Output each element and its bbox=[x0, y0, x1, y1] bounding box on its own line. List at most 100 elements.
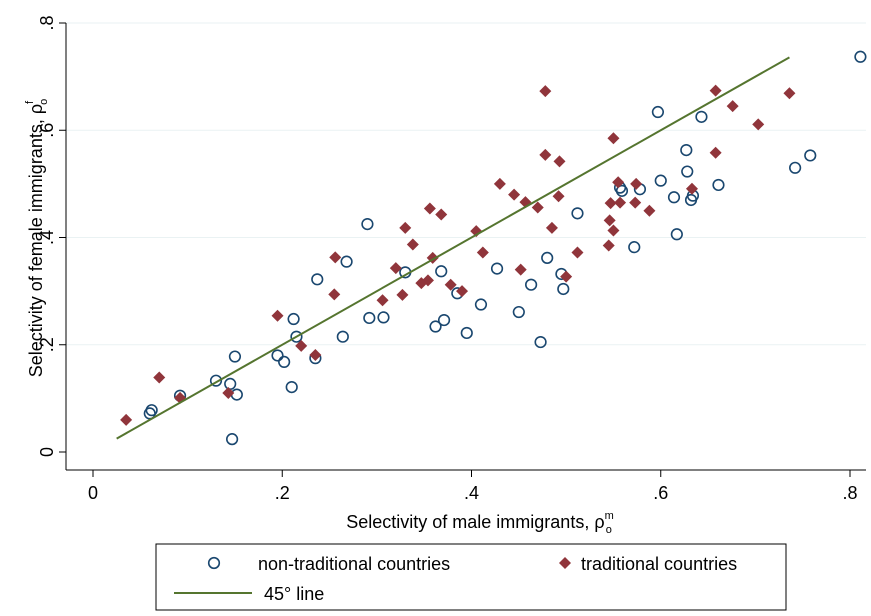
point-traditional bbox=[614, 196, 627, 209]
point-non-traditional bbox=[525, 278, 538, 291]
point-traditional bbox=[456, 285, 469, 298]
point-traditional bbox=[153, 371, 166, 384]
point-traditional bbox=[783, 87, 796, 100]
y-axis-label-text: Selectivity of female immigrants, ρ bbox=[26, 104, 46, 377]
point-traditional bbox=[508, 188, 521, 201]
point-traditional bbox=[602, 239, 615, 252]
legend-box bbox=[155, 543, 787, 611]
point-non-traditional bbox=[670, 228, 683, 241]
legend: non-traditional countries traditional co… bbox=[155, 543, 787, 611]
point-traditional bbox=[607, 224, 620, 237]
point-non-traditional bbox=[680, 143, 693, 157]
point-non-traditional bbox=[541, 251, 554, 264]
point-traditional bbox=[493, 177, 506, 190]
legend-marker-traditional bbox=[559, 557, 571, 569]
point-non-traditional bbox=[363, 311, 376, 325]
point-non-traditional bbox=[651, 105, 665, 119]
y-tick-label: .4 bbox=[37, 230, 57, 245]
point-traditional bbox=[709, 84, 722, 97]
point-traditional bbox=[531, 201, 544, 214]
x-tick-label: .2 bbox=[275, 483, 290, 503]
y-tick-label: 0 bbox=[37, 447, 57, 457]
line-45-degree bbox=[116, 56, 790, 440]
point-traditional bbox=[539, 85, 552, 98]
point-non-traditional bbox=[437, 313, 451, 327]
point-non-traditional bbox=[225, 433, 239, 446]
axes: 0 .2 .4 .6 .8 0 .2 .4 .6 .8 bbox=[37, 15, 866, 503]
point-non-traditional bbox=[435, 265, 448, 278]
point-traditional bbox=[406, 238, 419, 251]
x-axis-label: Selectivity of male immigrants, ρm o bbox=[346, 510, 613, 536]
point-traditional bbox=[752, 118, 765, 131]
point-traditional bbox=[603, 214, 616, 227]
point-traditional bbox=[444, 278, 457, 291]
point-non-traditional bbox=[145, 404, 158, 417]
x-tick-label: .8 bbox=[842, 483, 857, 503]
legend-marker-non-traditional bbox=[207, 556, 221, 570]
point-non-traditional bbox=[287, 312, 300, 326]
y-tick-label: .8 bbox=[37, 15, 57, 30]
point-non-traditional bbox=[336, 330, 349, 343]
x-tick-label: .4 bbox=[464, 483, 479, 503]
y-tick-label: .6 bbox=[37, 123, 57, 138]
point-traditional bbox=[423, 202, 436, 215]
x-tick-label: .6 bbox=[653, 483, 668, 503]
point-non-traditional bbox=[667, 191, 681, 204]
point-traditional bbox=[726, 100, 739, 113]
point-non-traditional bbox=[557, 282, 570, 296]
y-axis-label: Selectivity of female immigrants, ρf o bbox=[24, 99, 50, 378]
point-non-traditional bbox=[571, 207, 584, 220]
point-traditional bbox=[389, 262, 402, 275]
point-non-traditional bbox=[615, 184, 629, 197]
point-traditional bbox=[604, 197, 617, 210]
point-non-traditional bbox=[490, 262, 504, 275]
point-non-traditional bbox=[290, 330, 303, 343]
point-traditional bbox=[552, 190, 565, 203]
point-traditional bbox=[514, 263, 527, 276]
point-traditional bbox=[612, 176, 625, 189]
point-traditional bbox=[222, 387, 235, 400]
x-axis-label-sub: o bbox=[606, 524, 612, 536]
point-non-traditional bbox=[628, 241, 641, 254]
point-non-traditional bbox=[695, 110, 708, 123]
point-non-traditional bbox=[209, 374, 223, 387]
point-non-traditional bbox=[712, 178, 725, 192]
legend-label-non-traditional: non-traditional countries bbox=[258, 554, 450, 574]
point-non-traditional bbox=[474, 298, 488, 311]
point-traditional bbox=[539, 148, 552, 161]
point-non-traditional bbox=[804, 149, 817, 162]
point-traditional bbox=[396, 288, 409, 301]
point-non-traditional bbox=[271, 349, 284, 362]
point-traditional bbox=[643, 204, 656, 217]
point-non-traditional bbox=[512, 305, 525, 319]
point-non-traditional bbox=[377, 311, 390, 324]
point-traditional bbox=[685, 182, 698, 195]
point-traditional bbox=[629, 196, 642, 209]
legend-label-45-line: 45° line bbox=[264, 584, 324, 604]
point-non-traditional bbox=[228, 350, 242, 363]
x-axis-label-text: Selectivity of male immigrants, ρ bbox=[346, 512, 604, 532]
point-traditional bbox=[399, 221, 412, 234]
point-non-traditional bbox=[429, 320, 442, 333]
point-non-traditional bbox=[278, 355, 291, 369]
point-traditional bbox=[571, 246, 584, 259]
point-traditional bbox=[309, 348, 322, 361]
point-traditional bbox=[607, 132, 620, 145]
legend-label-traditional: traditional countries bbox=[581, 554, 737, 574]
point-non-traditional bbox=[340, 255, 353, 268]
point-traditional bbox=[328, 288, 341, 301]
x-tick-label: 0 bbox=[88, 483, 98, 503]
point-traditional bbox=[630, 177, 643, 190]
point-traditional bbox=[553, 155, 566, 168]
point-non-traditional bbox=[654, 174, 667, 187]
point-traditional bbox=[376, 294, 389, 307]
point-traditional bbox=[545, 221, 558, 234]
y-axis-label-sup: f bbox=[24, 100, 36, 104]
point-traditional bbox=[560, 270, 573, 283]
point-non-traditional bbox=[460, 326, 473, 340]
point-non-traditional bbox=[311, 273, 324, 286]
point-traditional bbox=[709, 146, 722, 159]
y-tick-label: .2 bbox=[37, 337, 57, 352]
